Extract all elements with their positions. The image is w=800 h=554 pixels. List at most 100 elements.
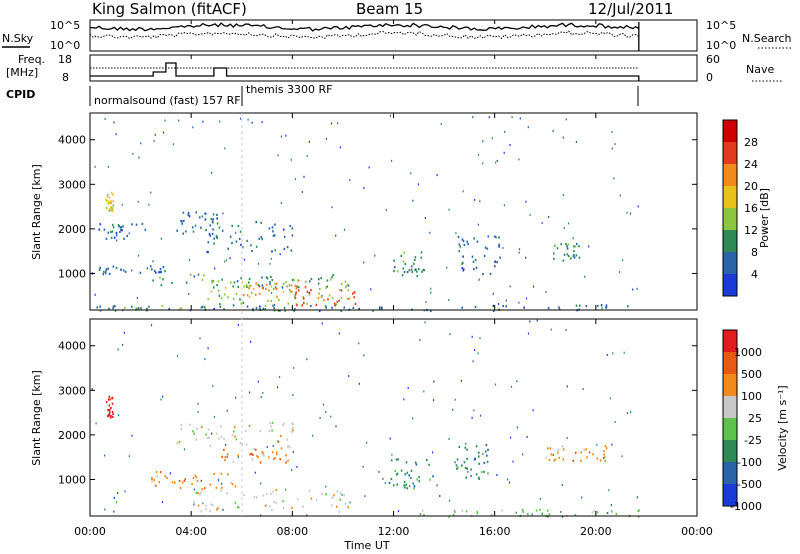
echo-cell xyxy=(224,293,226,296)
echo-cell xyxy=(461,509,464,512)
echo-cell xyxy=(207,241,210,244)
echo-cell xyxy=(266,446,268,448)
echo-cell xyxy=(164,270,166,273)
echo-cell xyxy=(209,224,212,227)
echo-cell xyxy=(239,298,241,301)
echo-cell xyxy=(107,415,109,418)
echo-cell xyxy=(137,254,140,257)
nave-label: Nave xyxy=(746,63,774,76)
echo-cell xyxy=(109,411,111,414)
echo-cell xyxy=(200,510,203,513)
echo-cell xyxy=(623,351,625,354)
echo-cell xyxy=(223,437,225,440)
echo-cell xyxy=(257,262,260,265)
echo-cell xyxy=(306,358,308,361)
echo-cell xyxy=(604,445,607,448)
echo-cell xyxy=(291,422,293,425)
power-heatmap-cells xyxy=(91,114,639,313)
echo-cell xyxy=(585,305,588,308)
echo-cell xyxy=(240,302,242,305)
echo-cell xyxy=(283,247,286,250)
echo-cell xyxy=(596,443,598,446)
echo-cell xyxy=(636,496,638,499)
echo-cell xyxy=(113,497,115,499)
echo-cell xyxy=(315,499,318,502)
echo-cell xyxy=(611,510,613,513)
echo-cell xyxy=(220,435,223,438)
echo-cell xyxy=(615,512,618,515)
echo-cell xyxy=(296,465,298,468)
echo-cell xyxy=(492,304,495,307)
echo-cell xyxy=(518,251,520,254)
echo-cell xyxy=(372,309,374,312)
echo-cell xyxy=(295,287,298,290)
echo-cell xyxy=(107,200,110,203)
y-tick-label: 1000 xyxy=(58,267,86,280)
y-tick-label: 2000 xyxy=(58,429,86,442)
echo-cell xyxy=(521,508,524,511)
echo-cell xyxy=(235,231,237,234)
echo-cell xyxy=(478,462,480,465)
echo-cell xyxy=(462,268,465,271)
echo-cell xyxy=(474,306,477,309)
echo-cell xyxy=(352,306,355,309)
echo-cell xyxy=(107,165,109,168)
echo-cell xyxy=(347,283,349,286)
echo-cell xyxy=(461,464,463,467)
echo-cell xyxy=(289,446,291,449)
echo-cell xyxy=(338,288,341,292)
echo-cell xyxy=(508,481,511,484)
echo-cell xyxy=(370,288,372,291)
echo-cell xyxy=(260,236,263,239)
echo-cell xyxy=(202,502,204,505)
echo-cell xyxy=(301,191,303,193)
freq-tick-bottom: 8 xyxy=(62,71,69,84)
echo-cell xyxy=(105,400,108,404)
echo-cell xyxy=(454,510,456,513)
echo-cell xyxy=(237,506,239,509)
echo-cell xyxy=(402,260,405,263)
echo-cell xyxy=(273,457,275,460)
echo-cell xyxy=(470,468,472,471)
echo-cell xyxy=(482,273,484,276)
echo-cell xyxy=(306,290,309,293)
echo-cell xyxy=(153,139,155,142)
echo-cell xyxy=(591,511,594,514)
echo-cell xyxy=(209,234,211,237)
echo-cell xyxy=(303,175,305,178)
echo-cell xyxy=(609,397,611,400)
echo-cell xyxy=(261,238,263,241)
echo-cell xyxy=(183,219,185,223)
echo-cell xyxy=(408,474,410,477)
echo-cell xyxy=(412,199,414,202)
echo-cell xyxy=(414,268,416,271)
echo-cell xyxy=(578,256,581,259)
echo-cell xyxy=(271,508,273,511)
echo-cell xyxy=(213,307,215,310)
echo-cell xyxy=(277,440,279,443)
echo-cell xyxy=(211,233,214,236)
echo-cell xyxy=(487,472,489,475)
echo-cell xyxy=(456,467,458,470)
echo-cell xyxy=(197,402,199,405)
echo-cell xyxy=(193,500,195,503)
echo-cell xyxy=(159,276,161,279)
echo-cell xyxy=(193,503,195,506)
power-colorbar: 28 24 20 16 12 8 4 xyxy=(722,119,758,297)
echo-cell xyxy=(458,445,461,448)
echo-cell xyxy=(207,298,210,301)
echo-cell xyxy=(248,391,251,394)
echo-cell xyxy=(261,451,263,454)
echo-cell xyxy=(518,301,520,304)
echo-cell xyxy=(565,118,567,121)
echo-cell xyxy=(278,298,280,302)
echo-cell xyxy=(219,303,221,306)
echo-cell xyxy=(461,267,464,270)
echo-cell xyxy=(197,492,199,495)
echo-cell xyxy=(104,117,106,120)
echo-cell xyxy=(251,121,253,124)
echo-cell xyxy=(235,292,238,295)
echo-cell xyxy=(268,505,271,508)
echo-cell xyxy=(439,495,441,497)
echo-cell xyxy=(202,120,204,123)
